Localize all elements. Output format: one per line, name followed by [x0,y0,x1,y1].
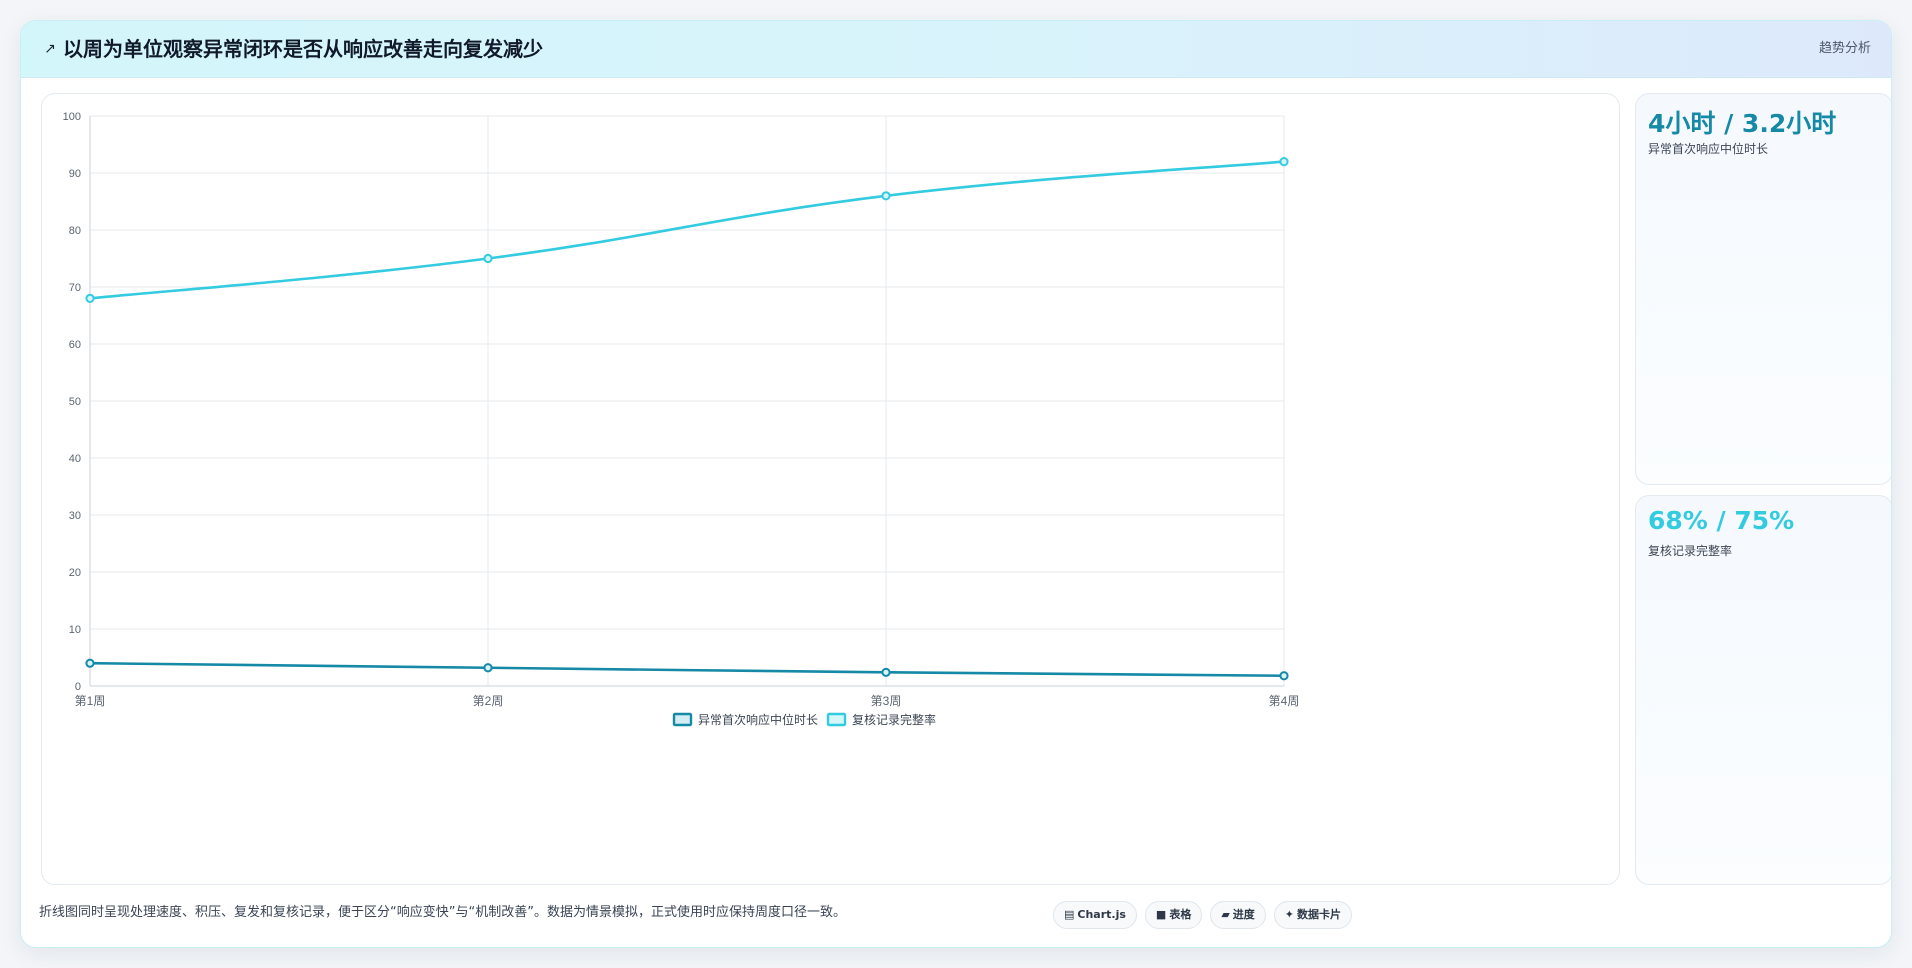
x-tick-label: 第4周 [1269,694,1300,708]
footer-note: 折线图同时呈现处理速度、积压、复发和复核记录，便于区分“响应变快”与“机制改善”… [39,905,846,920]
data-point [85,658,95,668]
line-chart: 0 10 20 30 40 50 60 70 80 90 100 第1周 第2周 第3周 第4周异常首次响应… [63,111,1300,727]
x-tick-label: 第1周 [75,694,106,708]
pill-label: 进度 [1232,908,1255,921]
pill-progress[interactable]: ▰ 进度 [1210,901,1266,929]
y-tick-label: 30 [69,510,81,522]
pill-data-card[interactable]: ✦ 数据卡片 [1273,901,1353,929]
card-icon: ✦ [1284,908,1295,921]
chart-icon: ▤ [1064,908,1075,921]
y-tick-label: 50 [69,396,81,408]
y-tick-label: 10 [69,624,81,636]
pill-table[interactable]: ■ 表格 [1144,901,1203,929]
pill-label: Chart.js [1077,908,1126,921]
table-icon: ■ [1155,908,1167,921]
y-tick-label: 0 [75,681,81,693]
y-tick-label: 80 [69,225,81,237]
pill-label: 表格 [1169,908,1192,921]
data-point [85,293,95,303]
series-line [89,160,1285,300]
data-point [1279,157,1289,167]
data-point [881,667,891,677]
legend-label: 异常首次响应中位时长 [698,712,818,727]
tag-pills: ▤ Chart.js ■ 表格 ▰ 进度 ✦ 数据卡片 [1053,901,1353,929]
panel-header: ↗ 以周为单位观察异常闭环是否从响应改善走向复发减少 趋势分析 [21,21,1891,78]
kpi-value: 4小时 / 3.2小时 [1648,109,1837,138]
series-line [89,661,1285,678]
kpi-label: 异常首次响应中位时长 [1648,142,1769,156]
pill-label: 数据卡片 [1297,908,1342,921]
legend-swatch [826,712,847,727]
header-tag: 趋势分析 [1818,41,1871,56]
y-tick-label: 60 [69,339,81,351]
progress-icon: ▰ [1221,908,1230,921]
y-tick-label: 70 [69,282,81,294]
data-point [483,253,493,264]
data-point [1279,671,1289,681]
data-point [881,191,891,201]
y-tick-label: 20 [69,567,81,579]
y-tick-label: 40 [69,453,81,465]
legend-label: 复核记录完整率 [852,712,936,727]
panel: ↗ 以周为单位观察异常闭环是否从响应改善走向复发减少 趋势分析 0 10 20 30 4… [20,20,1892,948]
line-chart-icon: ↗ [44,41,56,57]
data-point [483,663,493,673]
kpi-card-completeness: 68% / 75% 复核记录完整率 [1635,495,1891,885]
pill-chartjs[interactable]: ▤ Chart.js [1053,901,1137,929]
kpi-label: 复核记录完整率 [1648,544,1733,558]
chart-card: 0 10 20 30 40 50 60 70 80 90 100 第1周 第2周 第3周 第4周异常首次响应… [41,93,1620,885]
x-tick-label: 第2周 [473,694,504,708]
x-tick-label: 第3周 [871,694,902,708]
page-title: 以周为单位观察异常闭环是否从响应改善走向复发减少 [63,37,543,61]
y-tick-label: 90 [69,168,81,180]
kpi-card-response-time: 4小时 / 3.2小时 异常首次响应中位时长 [1635,93,1891,485]
y-tick-label: 100 [63,111,81,123]
kpi-value: 68% / 75% [1648,506,1795,535]
legend-swatch [672,712,693,727]
